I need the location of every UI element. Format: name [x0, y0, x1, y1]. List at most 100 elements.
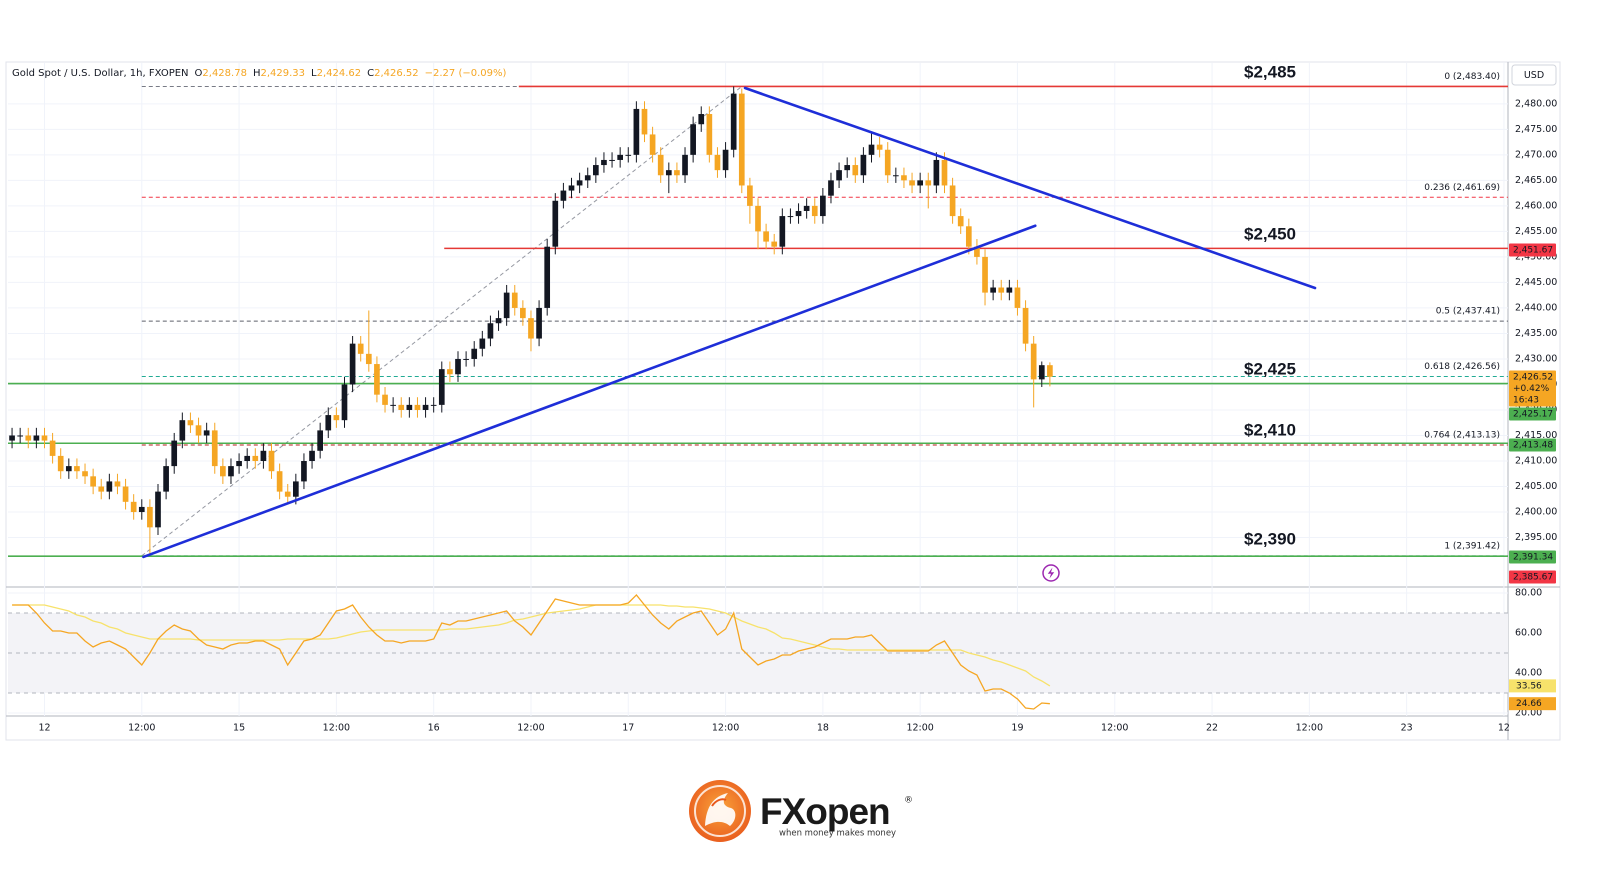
- candle-body: [122, 486, 129, 502]
- candle-body: [220, 466, 226, 477]
- ohlc-key: O: [195, 68, 203, 79]
- candle-body: [560, 190, 567, 201]
- candle-body: [990, 287, 996, 293]
- logo-tagline: when money makes money: [779, 829, 896, 839]
- fib-label: 0.618 (2,426.56): [1424, 362, 1500, 372]
- candle-body: [398, 404, 405, 410]
- price-pane: [8, 85, 1508, 559]
- candle-body: [325, 415, 332, 431]
- candle-body: [349, 343, 356, 385]
- candle-body: [9, 435, 15, 441]
- price-label-box: [1509, 407, 1556, 421]
- ohlc-value: 2,426.52: [374, 68, 419, 79]
- x-tick-label: 15: [233, 723, 245, 734]
- candle-body: [957, 216, 964, 227]
- candle-body: [674, 170, 680, 176]
- candle-body: [698, 114, 705, 125]
- candle-body: [811, 205, 818, 217]
- candle-body: [211, 430, 218, 467]
- y-tick-label: 2,410.00: [1515, 456, 1557, 467]
- candle-body: [714, 154, 721, 171]
- candle-body: [357, 343, 364, 354]
- currency-box: [1511, 64, 1557, 86]
- x-tick-label: 19: [1011, 723, 1023, 734]
- candle-body: [244, 455, 251, 462]
- candle-body: [690, 124, 696, 155]
- candle-body: [382, 394, 388, 405]
- candle-body: [1047, 365, 1053, 377]
- candle-body: [568, 185, 575, 191]
- trendline: [743, 86, 1317, 290]
- candle-body: [706, 114, 713, 155]
- candle-body: [1038, 365, 1045, 380]
- candle-body: [374, 364, 380, 395]
- y-tick-label: 2,455.00: [1515, 226, 1557, 237]
- y-tick-label: 2,400.00: [1515, 507, 1557, 518]
- grid: [8, 63, 1508, 716]
- candle-body: [917, 180, 923, 186]
- candle-body: [665, 170, 672, 176]
- candle-body: [576, 180, 583, 186]
- candle-body: [860, 154, 867, 176]
- trendline: [142, 224, 1037, 559]
- candle-body: [609, 159, 615, 161]
- candle-body: [536, 307, 542, 339]
- ohlc-key: H: [253, 68, 261, 79]
- candle-body: [195, 425, 202, 436]
- y-tick-label: 2,405.00: [1515, 481, 1557, 492]
- candle-body: [438, 369, 445, 405]
- candle-body: [763, 231, 769, 242]
- candle-body: [455, 358, 461, 375]
- price-label: 2,391.34: [1513, 553, 1553, 563]
- candle-body: [836, 170, 842, 181]
- fib-label: 0.764 (2,413.13): [1424, 431, 1500, 441]
- candle-body: [730, 93, 737, 150]
- candle-body: [365, 353, 372, 365]
- candle-body: [447, 369, 453, 375]
- price-label-extra: +0.42%: [1513, 384, 1550, 394]
- candle-body: [252, 455, 259, 462]
- y-tick-label: 2,395.00: [1515, 532, 1557, 543]
- alert-icon[interactable]: [1042, 564, 1060, 582]
- price-label-box: [1509, 550, 1556, 564]
- level-annotation: $2,450: [1244, 224, 1296, 243]
- y-tick-label: 2,480.00: [1515, 98, 1557, 109]
- candle-body: [33, 435, 40, 441]
- ohlc-value: 2,429.33: [260, 68, 305, 79]
- y-tick-label: 2,415.00: [1515, 430, 1557, 441]
- candle-body: [722, 149, 729, 171]
- candle-body: [601, 159, 607, 166]
- rsi-tick-label: 60.00: [1515, 628, 1542, 639]
- candle-body: [463, 358, 469, 360]
- candle-body: [795, 210, 802, 217]
- level-annotation: $2,425: [1244, 359, 1296, 378]
- x-tick-label: 12:00: [128, 723, 155, 734]
- candle-body: [771, 241, 778, 247]
- candle-body: [828, 180, 834, 196]
- candle-body: [49, 440, 56, 456]
- y-tick-label: 2,460.00: [1515, 200, 1557, 211]
- candle-body: [65, 466, 72, 472]
- level-annotation: $2,485: [1244, 62, 1296, 81]
- rsi-label: 33.56: [1516, 681, 1542, 691]
- candle-body: [974, 246, 980, 257]
- candle-body: [293, 481, 299, 497]
- y-tick-label: 2,430.00: [1515, 353, 1557, 364]
- candle-body: [430, 404, 437, 406]
- candle-body: [998, 287, 1005, 293]
- candle-body: [179, 420, 186, 441]
- symbol-header: Gold Spot / U.S. Dollar, 1h, FXOPEN O2,42…: [12, 68, 506, 79]
- x-tick-label: 12:00: [906, 723, 933, 734]
- price-label: 2,413.48: [1513, 441, 1553, 451]
- candle-body: [1030, 343, 1037, 380]
- fib-label: 1 (2,391.42): [1444, 541, 1500, 551]
- candle-body: [852, 165, 859, 176]
- y-tick-label: 2,465.00: [1515, 175, 1557, 186]
- candle-body: [309, 450, 315, 462]
- x-tick-label: 12: [1498, 723, 1510, 734]
- candle-body: [106, 481, 113, 492]
- price-label-box: [1509, 243, 1556, 257]
- candle-body: [593, 165, 599, 176]
- x-tick-label: 12:00: [517, 723, 544, 734]
